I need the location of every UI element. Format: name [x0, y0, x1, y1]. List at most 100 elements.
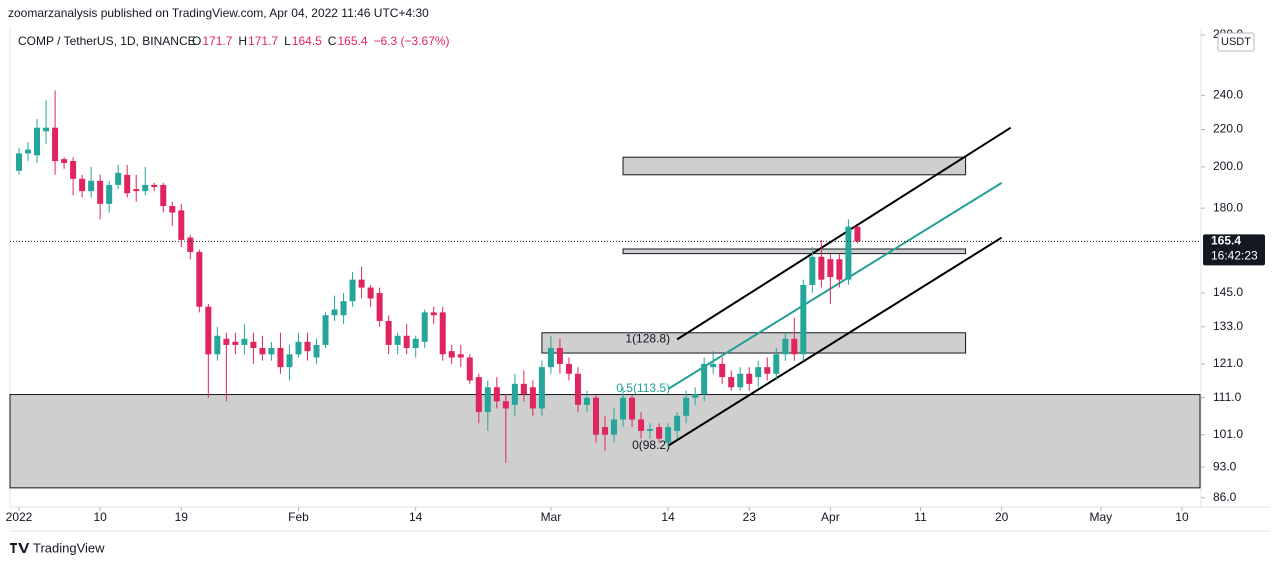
candle-body [232, 341, 239, 345]
candle-body [782, 338, 789, 355]
y-tick-label: 111.0 [1213, 390, 1242, 404]
candle-body [728, 377, 735, 388]
candle-body [827, 259, 834, 278]
candle-body [493, 387, 500, 402]
candle-body [115, 172, 122, 185]
candle-body [151, 184, 158, 187]
candle-body [178, 210, 185, 240]
x-tick-label: 10 [1175, 510, 1189, 524]
candle-body [611, 419, 618, 435]
candle-body [574, 373, 581, 405]
x-tick-label: 2022 [6, 510, 33, 524]
candle-body [205, 306, 212, 355]
candle-body [629, 397, 636, 420]
candle-body [52, 127, 59, 162]
ohlc-letter: C [328, 34, 337, 48]
x-tick-label: May [1089, 510, 1112, 524]
symbol: COMP / TetherUS, 1D, BINANCE [18, 34, 196, 48]
candle-body [466, 357, 473, 381]
zone [622, 156, 967, 176]
x-tick-label: Apr [821, 510, 840, 524]
candle-body [674, 415, 681, 431]
candle-body [484, 387, 491, 413]
y-tick-label: 101.0 [1213, 427, 1243, 441]
candle-body [836, 259, 843, 280]
fib-label: 0.5(113.5) [616, 381, 670, 395]
x-tick-label: Mar [541, 510, 562, 524]
change: −6.3 (−3.67%) [374, 34, 450, 48]
candle-body [583, 397, 590, 405]
x-tick-label: 14 [409, 510, 423, 524]
ohlc-value: 165.4 [337, 34, 367, 48]
candle-body [556, 348, 563, 364]
candle-body [620, 397, 627, 420]
x-tick-label: 10 [93, 510, 107, 524]
candle-body [340, 301, 347, 316]
candle-body [638, 419, 645, 431]
candle-body [367, 287, 374, 299]
y-tick-label: 180.0 [1213, 200, 1243, 214]
candle-body [719, 363, 726, 378]
plot: 1(128.8) 0.5(113.5) 0(98.2) [9, 90, 1201, 489]
channel-line [676, 126, 1012, 341]
fib-label: 0(98.2) [632, 438, 670, 452]
candle-body [214, 335, 221, 355]
candle-body [538, 367, 545, 409]
candle-body [259, 348, 266, 355]
candle-body [656, 427, 663, 439]
candle-body [331, 309, 338, 316]
currency: USDT [1221, 36, 1251, 48]
candle-body [647, 428, 654, 431]
candle-body [755, 367, 762, 378]
candle-body [349, 279, 356, 302]
y-tick-label: 86.0 [1213, 490, 1237, 504]
candle-body [160, 184, 167, 207]
fib-label: 1(128.8) [625, 332, 670, 346]
candle-body [791, 338, 798, 355]
candle-body [358, 279, 365, 288]
candle-body [394, 335, 401, 345]
ohlc-letter: L [284, 34, 291, 48]
candle-body [475, 377, 482, 413]
x-tick-label: 11 [914, 510, 927, 524]
currency-box [1217, 32, 1255, 52]
zone [541, 332, 967, 354]
candle-body [16, 153, 23, 171]
y-tick-label: 200.0 [1213, 159, 1243, 173]
candle-body [268, 348, 275, 355]
candle-body [421, 312, 428, 342]
candle-body [854, 226, 861, 242]
candle-body [439, 312, 446, 355]
brand-logo [10, 543, 30, 553]
ohlc-value: 164.5 [292, 34, 322, 48]
candle-body [304, 341, 311, 352]
candle-body [592, 397, 599, 435]
candle-body [196, 251, 203, 307]
candle-body [737, 373, 744, 388]
candle-body [43, 127, 50, 132]
candle-body [665, 427, 672, 443]
y-tick-label: 121.0 [1213, 356, 1243, 370]
candle-body [818, 256, 825, 280]
candle-body [502, 401, 509, 409]
candle-body [187, 237, 194, 252]
candle-body [106, 184, 113, 204]
candle-body [520, 383, 527, 395]
y-tick-label: 133.0 [1213, 319, 1243, 333]
candle-body [800, 284, 807, 355]
countdown: 16:42:23 [1211, 249, 1258, 263]
candle-body [97, 180, 104, 204]
candle-body [88, 180, 95, 192]
candle-body [169, 206, 176, 213]
candle-body [34, 127, 41, 156]
ohlc-letter: O [192, 34, 201, 48]
y-tick-label: 145.0 [1213, 285, 1243, 299]
candle-body [79, 178, 86, 192]
last-price-box [1203, 234, 1265, 266]
candle-body [403, 335, 410, 349]
candle-body [277, 348, 284, 368]
x-tick-label: 19 [175, 510, 189, 524]
channel-line [667, 182, 1003, 390]
candle-body [845, 226, 852, 280]
